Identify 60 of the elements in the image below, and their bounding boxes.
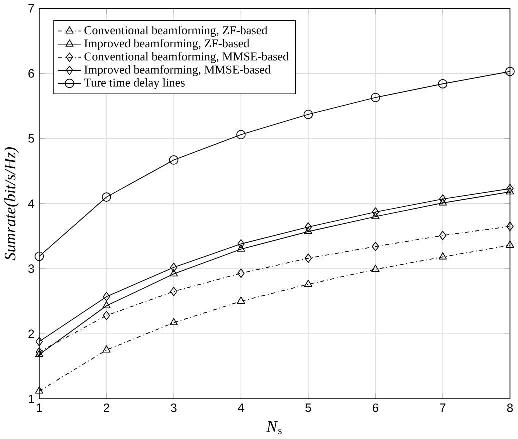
y-axis-title: Sumrate(bit/s/Hz) [4, 148, 19, 261]
point [35, 386, 44, 394]
point [102, 192, 112, 202]
point [236, 130, 246, 140]
point [372, 208, 380, 218]
point [438, 252, 448, 260]
point [372, 242, 380, 252]
point [304, 110, 314, 120]
point [170, 270, 178, 277]
point [170, 318, 178, 326]
x-tick-label: 1 [37, 404, 42, 412]
x-tick-label: 7 [440, 404, 446, 412]
point [372, 212, 380, 220]
y-tick-label: 1 [29, 395, 34, 404]
point [102, 346, 111, 353]
point [439, 194, 447, 204]
point [103, 292, 110, 302]
x-tick-label: 8 [507, 404, 514, 412]
point [372, 264, 380, 272]
y-tick-label: 7 [28, 4, 34, 13]
point [304, 227, 313, 234]
legend-label: Conventional beamforming, MMSE-based [84, 52, 289, 64]
point [170, 287, 178, 296]
point [304, 222, 312, 232]
x-tick-label: 2 [104, 404, 110, 412]
y-tick-label: 3 [28, 264, 34, 274]
point [238, 240, 245, 249]
point [438, 198, 448, 206]
legend-label: Improved beamforming, ZF-based [84, 39, 250, 50]
x-tick-label: 4 [238, 404, 244, 412]
y-tick-label: 2 [28, 330, 34, 338]
y-tick-label: 5 [28, 134, 34, 144]
y-tick-label: 4 [28, 200, 34, 208]
point [237, 296, 246, 304]
point [238, 268, 245, 278]
point [506, 67, 515, 76]
point [506, 222, 514, 232]
point [36, 348, 44, 357]
point [506, 240, 514, 248]
point [169, 156, 179, 165]
x-tick-label: 5 [306, 404, 312, 412]
legend-label: Improved beamforming, MMSE-based [84, 65, 271, 76]
legend-label: Conventional beamforming, ZF-based [84, 26, 268, 38]
point [102, 301, 111, 309]
point [34, 252, 44, 262]
legend-label: Ture time delay lines [84, 78, 185, 90]
point [103, 311, 110, 321]
point [371, 93, 380, 102]
point [439, 231, 447, 240]
x-axis-title: N$_{s}$ [266, 422, 282, 434]
x-tick-label: 3 [171, 404, 177, 412]
y-tick-label: 6 [28, 69, 34, 78]
point [304, 254, 312, 264]
point [170, 263, 178, 272]
point [35, 350, 44, 358]
point [438, 79, 448, 89]
point [237, 244, 246, 252]
point [304, 280, 313, 288]
point [36, 337, 44, 347]
x-tick-label: 6 [372, 404, 379, 412]
